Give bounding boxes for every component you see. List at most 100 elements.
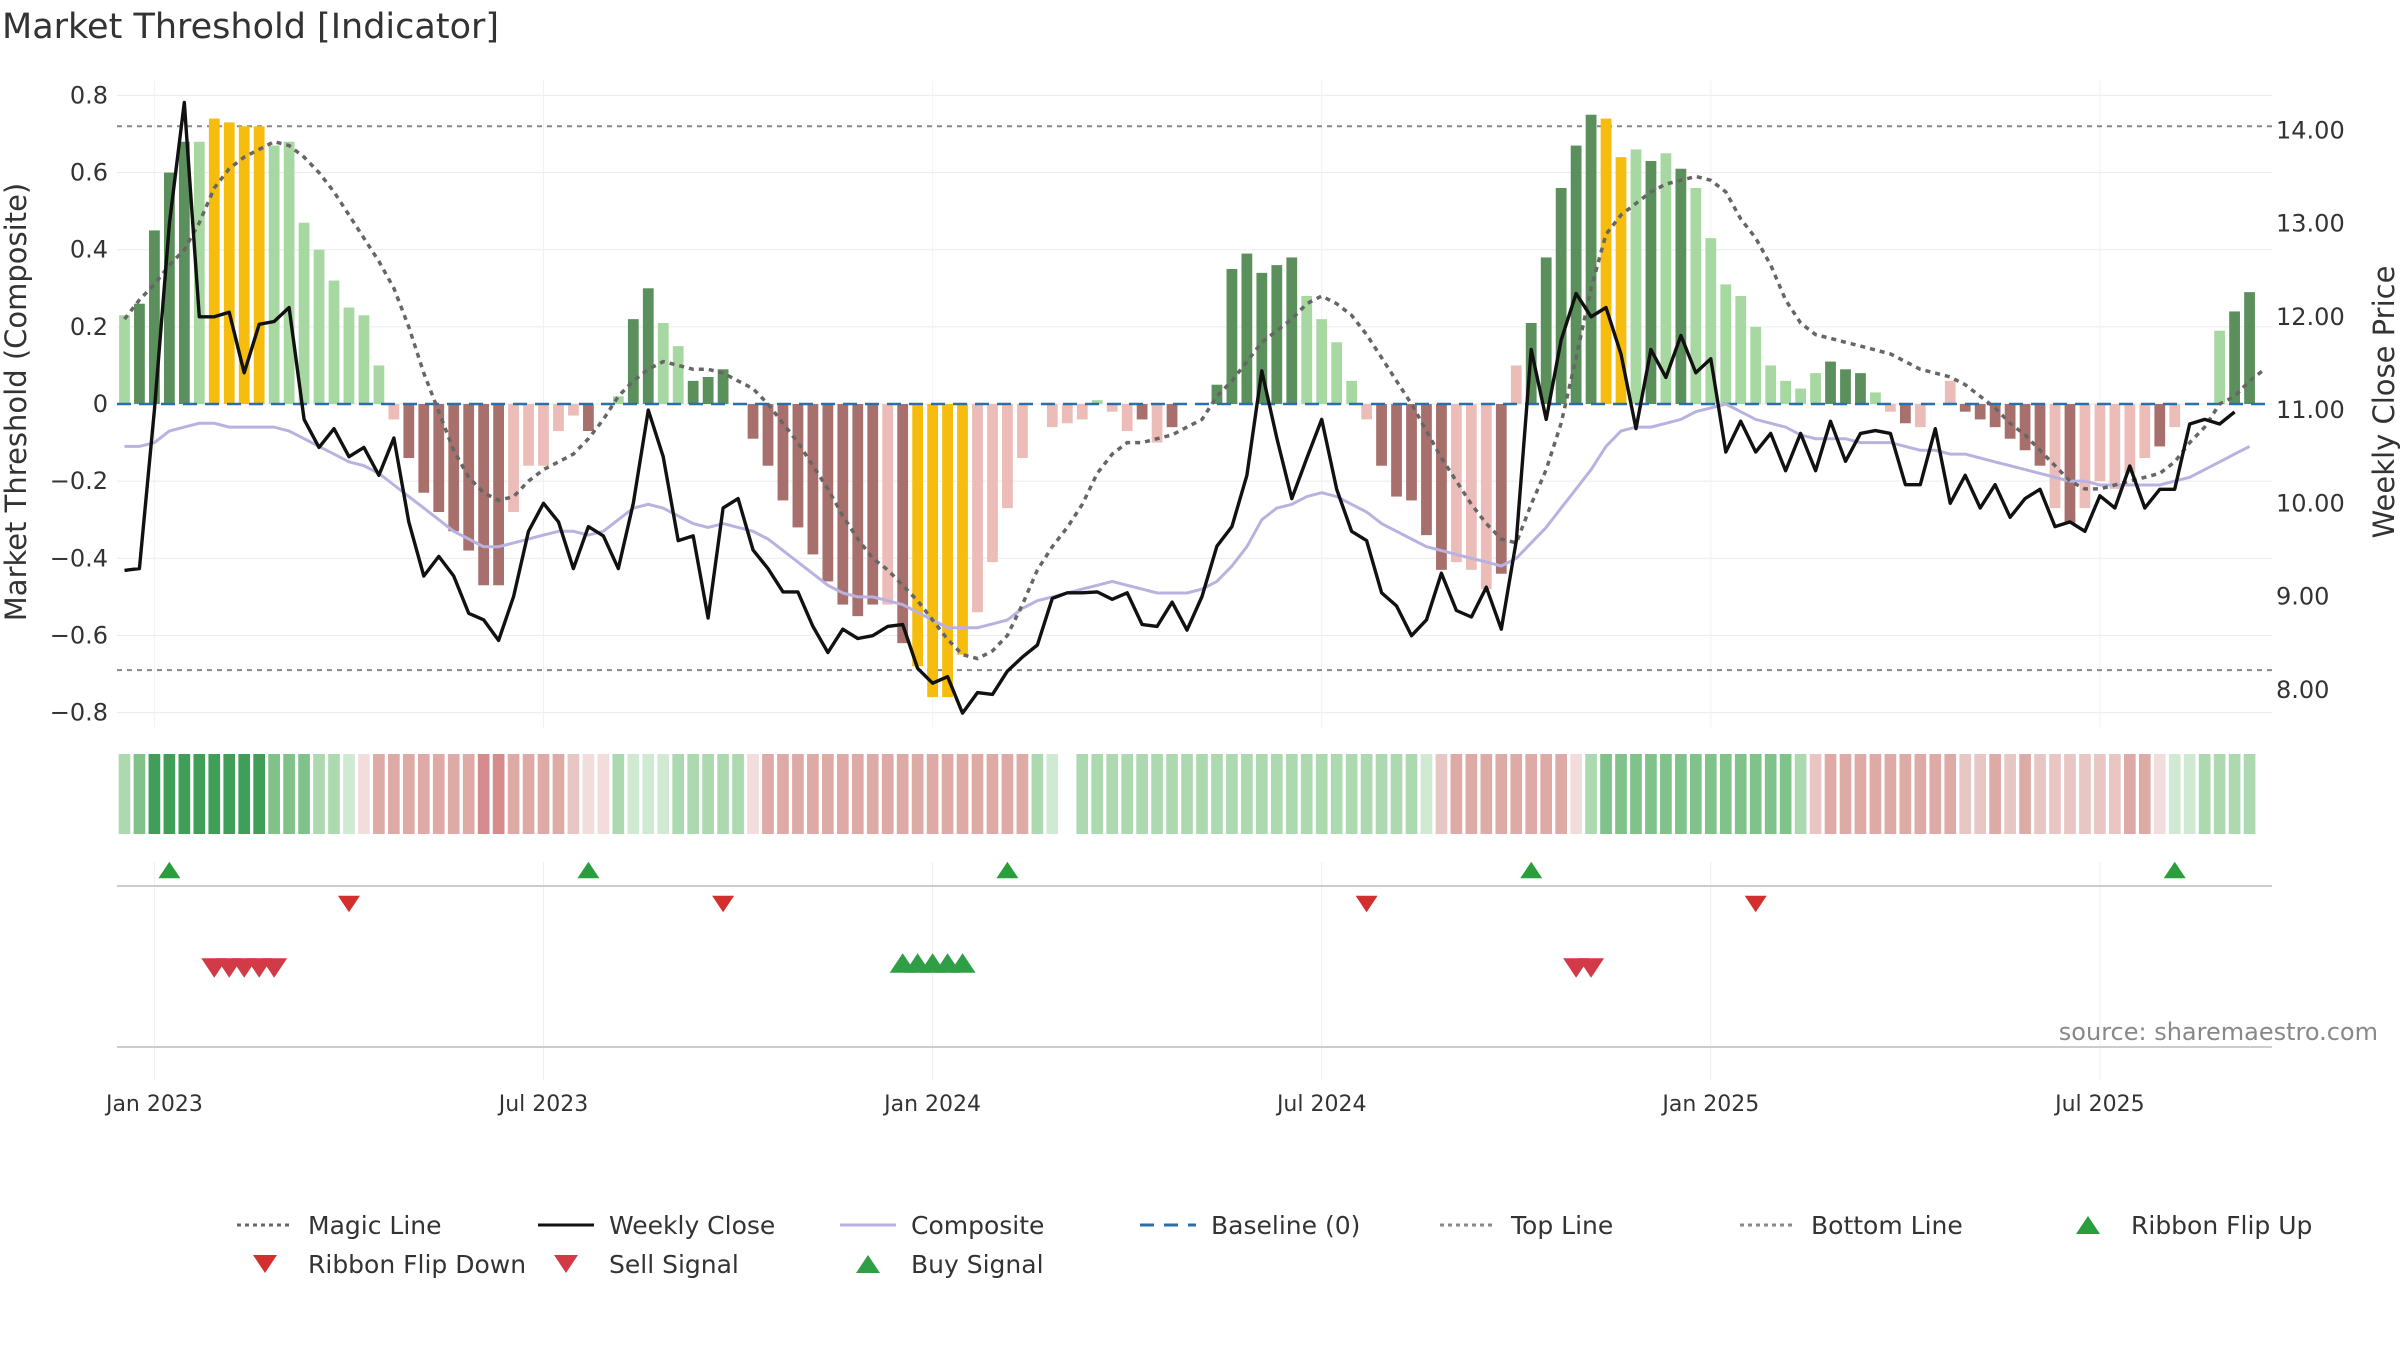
ribbon-cell [627,754,640,834]
ribbon-cell [881,754,894,834]
composite-bar [792,404,804,528]
ribbon-cell [941,754,954,834]
x-tick-label: Jan 2024 [882,1092,981,1117]
ribbon-cell [1330,754,1343,834]
composite-bar [1944,380,1956,404]
ribbon-cell [1405,754,1418,834]
ribbon-cell [1270,754,1283,834]
composite-bar [523,404,534,466]
composite-bar [1391,404,1402,497]
composite-bar [149,230,160,404]
ribbon-cell [328,754,340,834]
composite-bar [1570,145,1582,405]
legend-label: Ribbon Flip Up [2131,1211,2312,1240]
ribbon-flip-down-marker [1744,895,1767,913]
y2-tick-label: 14.00 [2276,116,2345,144]
ribbon-cell [208,754,221,834]
ribbon-cell [358,754,370,834]
composite-bar [837,404,849,605]
composite-bar [1241,253,1253,404]
composite-bar [493,404,505,586]
composite-bar [433,404,445,512]
ribbon-flip-down-marker [1355,895,1378,913]
composite-bar [2154,404,2166,447]
ribbon-cell [1824,754,1837,834]
composite-bar [1017,404,1028,458]
ribbon-cell [597,754,610,834]
composite-bar [1825,361,1836,404]
y2-tick-label: 13.00 [2276,210,2345,238]
ribbon-cell [762,754,774,834]
composite-bar [1465,404,1477,570]
x-tick-label: Jan 2025 [1660,1092,1759,1117]
ribbon-cell [792,754,804,834]
ribbon-cell [2123,754,2136,834]
composite-bar [238,126,250,405]
ribbon-cell [178,754,191,834]
ribbon-cell [1300,754,1313,834]
composite-bar [2139,404,2151,458]
ribbon-cell [1465,754,1478,834]
y2-tick-label: 9.00 [2276,583,2329,611]
ribbon-cell [807,754,819,834]
ribbon-cell [672,754,685,834]
ribbon-cell [253,754,266,834]
composite-bar [1421,404,1432,536]
composite-bar [403,404,415,458]
ribbon-cell [911,754,924,834]
ribbon-cell [1510,754,1523,834]
ribbon-cell [1645,754,1657,834]
ribbon-band [118,754,2256,834]
ribbon-cell [492,754,505,834]
composite-bar [1376,404,1387,466]
composite-bar [1406,404,1417,501]
ribbon-cell [477,754,490,834]
composite-bar [1914,404,1926,428]
ribbon-cell [1256,754,1268,834]
ribbon-cell [2138,754,2151,834]
ribbon-cell [866,754,879,834]
ribbon-cell [1166,754,1178,834]
ribbon-cell [1136,754,1148,834]
ribbon-flip-down-marker [712,895,735,913]
y-tick-label: 0 [93,390,108,418]
composite-bar [1899,404,1911,424]
ribbon-flip-up-marker [2163,861,2186,879]
composite-bar [1974,404,1986,420]
ribbon-cell [1196,754,1208,834]
ribbon-flip-up-marker [996,861,1019,879]
composite-bar [1046,404,1058,428]
ribbon-cell [163,754,176,834]
composite-bar [807,404,819,555]
ribbon-cell [1615,754,1627,834]
composite-bar [1166,404,1178,428]
composite-bar [208,118,220,405]
composite-bar [1615,157,1627,404]
composite-bar [1870,392,1881,404]
ribbon-cell [1540,754,1553,834]
ribbon-cell [2183,754,2196,834]
x-tick-label: Jan 2023 [104,1092,203,1117]
ribbon-cell [343,754,355,834]
legend-label: Sell Signal [609,1250,739,1279]
composite-bar [717,369,729,404]
composite-bar [1645,161,1657,404]
ribbon-cell [687,754,699,834]
x-tick-label: Jul 2024 [1275,1092,1367,1117]
composite-bar [987,404,998,563]
composite-bar [1735,296,1747,404]
ribbon-cell [1719,754,1732,834]
ribbon-cell [1794,754,1807,834]
ribbon-cell [1600,754,1612,834]
composite-bar [1705,238,1717,404]
composite-bar [1795,388,1806,404]
ribbon-cell [1749,754,1762,834]
ribbon-cell [1001,754,1014,834]
composite-bar [822,404,834,582]
ribbon-cell [747,754,759,834]
ribbon-cell [567,754,580,834]
ribbon-flip-down-marker [337,895,360,913]
composite-bar [1331,342,1343,404]
weekly-close-line [124,100,2236,715]
composite-bar [702,377,714,404]
